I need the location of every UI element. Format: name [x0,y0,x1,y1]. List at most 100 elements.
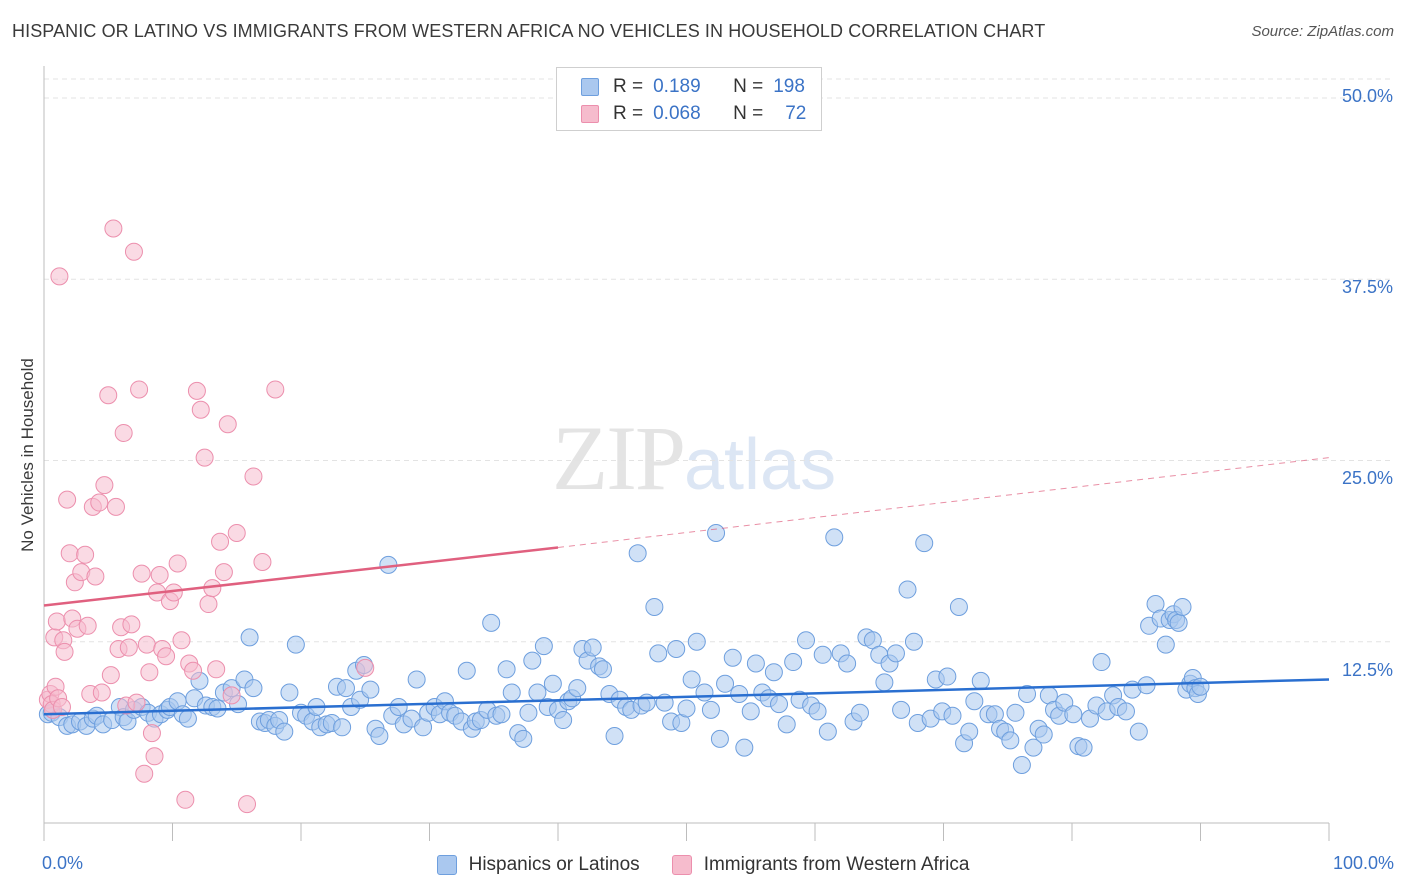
legend-n-value: 72 [785,103,807,124]
data-point-hispanic [707,524,726,542]
data-point-western-africa [214,563,233,582]
data-point-western-africa [114,423,133,442]
data-point-western-africa [106,497,125,516]
data-point-western-africa [137,635,156,654]
y-tick-label: 37.5% [1341,277,1393,297]
trend-line-hispanic [43,678,1330,716]
data-point-western-africa [157,647,176,666]
legend-item-western-africa[interactable]: Immigrants from Western Africa [671,854,969,876]
data-point-western-africa [95,476,114,495]
data-point-hispanic [482,613,501,632]
data-point-hispanic [667,640,686,658]
data-point-western-africa [50,267,69,286]
data-point-hispanic [695,683,714,702]
data-point-western-africa [150,566,169,585]
data-point-western-africa [211,532,230,551]
data-point-hispanic [1064,705,1083,724]
data-point-western-africa [78,616,97,635]
data-point-hispanic [523,651,542,670]
trend-line-western-africa-extrapolated [557,457,1330,548]
data-point-hispanic [645,597,664,616]
legend-swatch-pink [581,105,599,123]
data-point-western-africa [132,564,151,583]
data-point-hispanic [593,660,612,679]
data-point-hispanic [915,534,934,553]
data-point-hispanic [723,648,742,667]
data-point-hispanic [280,683,299,702]
data-point-hispanic [1001,731,1020,750]
x-axis-max-label: 100.0% [1332,853,1394,873]
data-point-hispanic [554,711,573,730]
legend-swatch-pink [671,855,692,875]
legend-r-label: R = [613,76,644,97]
data-point-hispanic [628,544,647,563]
data-point-western-africa [119,638,138,657]
y-tick-label: 12.5% [1341,660,1393,680]
data-point-western-africa [244,467,263,486]
data-point-hispanic [389,698,408,716]
data-point-hispanic [333,718,352,737]
data-point-hispanic [701,700,720,719]
data-point-hispanic [730,684,749,703]
x-axis-min-label: 0.0% [42,853,84,873]
data-point-hispanic [687,632,706,651]
data-point-hispanic [886,644,905,663]
legend-r-value: 0.068 [653,103,701,124]
data-point-hispanic [770,695,789,714]
data-point-hispanic [543,674,562,693]
data-point-hispanic [943,706,962,725]
watermark: ZIPatlas [552,405,836,511]
data-point-hispanic [649,644,668,663]
data-point-hispanic [497,660,516,679]
data-point-hispanic [850,703,869,722]
data-point-western-africa [168,554,187,573]
data-point-western-africa [130,380,149,399]
data-point-hispanic [965,692,984,711]
data-point-hispanic [1018,684,1037,703]
series-legend: Hispanics or Latinos Immigrants from Wes… [0,852,1406,878]
data-point-western-africa [184,661,203,680]
data-point-hispanic [813,645,832,664]
legend-item-hispanic[interactable]: Hispanics or Latinos [436,854,640,876]
data-point-hispanic [838,654,857,673]
data-point-western-africa [176,790,195,809]
data-point-hispanic [457,661,476,680]
data-point-western-africa [218,415,237,434]
legend-r-label: R = [613,103,644,124]
chart-title: HISPANIC OR LATINO VS IMMIGRANTS FROM WE… [12,21,1046,41]
data-point-hispanic [938,667,957,686]
data-point-hispanic [407,670,426,689]
legend-row-western-africa: R = 0.068 N = 72 [581,101,806,127]
legend-n-label: N = [733,103,764,124]
data-point-hispanic [777,715,796,734]
data-point-western-africa [142,724,161,743]
legend-n-label: N = [733,76,764,97]
legend-swatch-blue [436,855,457,875]
source-credit: Source: ZipAtlas.com [1251,23,1394,40]
data-point-hispanic [960,722,979,741]
data-point-hispanic [1116,702,1135,721]
data-point-hispanic [892,700,911,719]
data-point-hispanic [716,674,735,693]
data-point-western-africa [122,615,141,634]
data-point-western-africa [104,219,123,238]
data-point-hispanic [528,683,547,702]
data-point-western-africa [195,448,214,467]
data-point-western-africa [47,612,66,631]
data-point-hispanic [370,727,389,745]
data-point-hispanic [519,703,538,722]
data-point-hispanic [682,670,701,689]
data-point-hispanic [605,727,624,745]
legend-row-hispanic: R = 0.189 N = 198 [581,74,805,100]
data-point-western-africa [124,242,143,261]
data-point-western-africa [86,567,105,586]
data-point-hispanic [244,679,263,698]
data-point-hispanic [1156,635,1175,654]
data-point-western-africa [207,660,226,679]
data-point-western-africa [187,381,206,400]
data-point-western-africa [356,658,375,677]
data-point-hispanic [568,679,587,698]
data-point-hispanic [1006,703,1025,722]
data-point-western-africa [127,693,146,712]
